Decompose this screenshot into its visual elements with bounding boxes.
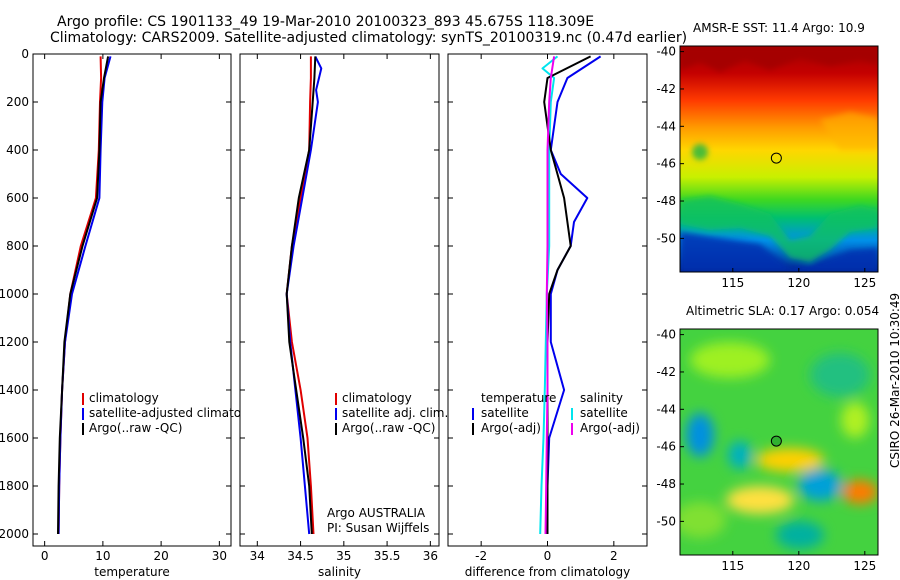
figure-title-line-1: Argo profile: CS 1901133_49 19-Mar-2010 …: [57, 14, 595, 30]
salinity-xtick-label: 35.5: [374, 549, 401, 563]
temperature-xtick-label: 20: [153, 549, 168, 563]
sst-map-float-marker: [770, 152, 782, 164]
salinity-axes-box: [239, 53, 440, 547]
sla-map-ytick-label: -42: [656, 365, 676, 379]
sla-map-xtick-label: 125: [853, 559, 876, 573]
sst-map-ytick-label: -44: [656, 119, 676, 133]
salinity-xtick-label: 34: [250, 549, 265, 563]
sla-map-float-marker: [770, 435, 782, 447]
sla-map-ytick-label: -46: [656, 440, 676, 454]
temperature-ytick-label: 1600: [0, 431, 29, 445]
sst-map-ytick-label: -40: [656, 45, 676, 59]
temperature-legend-label: climatology: [89, 391, 159, 405]
sla-map-xtick-label: 115: [721, 559, 744, 573]
sst-map-ytick-label: -46: [656, 157, 676, 171]
difference-xlabel: difference from climatology: [465, 565, 631, 579]
temperature-axes-box: [32, 53, 232, 547]
temperature-ytick-label: 0: [21, 47, 29, 61]
salinity-legend-label: satellite adj. clim.: [342, 406, 448, 420]
sst-map-xtick-label: 125: [853, 276, 876, 290]
temperature-xlabel: temperature: [94, 565, 169, 579]
difference-legend-label: salinity: [580, 391, 623, 405]
figure-title-line-2: Climatology: CARS2009. Satellite-adjuste…: [50, 30, 688, 46]
sla-map-ytick-label: -50: [656, 514, 676, 528]
sla-map-xtick-label: 120: [787, 559, 810, 573]
sla-map-ytick-label: -48: [656, 477, 676, 491]
salinity-annotation-line: Argo AUSTRALIA: [327, 506, 426, 520]
salinity-series-line: [285, 55, 323, 535]
sla-map-title: Altimetric SLA: 0.17 Argo: 0.054: [686, 304, 880, 318]
difference-legend-label: satellite: [580, 406, 628, 420]
temperature-xtick-label: 0: [41, 549, 49, 563]
temperature-legend-label: satellite-adjusted climatology: [89, 406, 267, 420]
sla-map-ytick-label: -44: [656, 402, 676, 416]
temperature-ytick-label: 200: [6, 95, 29, 109]
salinity-xtick-label: 34.5: [287, 549, 314, 563]
salinity-series-line: [285, 56, 317, 535]
difference-legend-label: Argo(-adj): [580, 421, 640, 435]
sst-map-xtick-label: 115: [721, 276, 744, 290]
salinity-xtick-label: 35: [336, 549, 351, 563]
temperature-legend-label: Argo(..raw -QC): [89, 421, 182, 435]
temperature-ytick-label: 1800: [0, 479, 29, 493]
temperature-series-line: [57, 56, 110, 535]
temperature-ytick-label: 800: [6, 239, 29, 253]
temperature-ytick-label: 1000: [0, 287, 29, 301]
temperature-ytick-label: 1400: [0, 383, 29, 397]
difference-series-line: [539, 55, 559, 535]
temperature-ytick-label: 400: [6, 143, 29, 157]
temperature-xtick-label: 30: [212, 549, 227, 563]
difference-legend-label: satellite: [481, 406, 529, 420]
difference-xtick-label: -2: [475, 549, 487, 563]
sla-map-ytick-label: -40: [656, 328, 676, 342]
temperature-xtick-label: 10: [95, 549, 110, 563]
sst-map-ytick-label: -50: [656, 231, 676, 245]
temperature-ytick-label: 2000: [0, 527, 29, 541]
sst-map-xtick-label: 120: [787, 276, 810, 290]
temperature-ytick-label: 600: [6, 191, 29, 205]
salinity-annotation-line: PI: Susan Wijffels: [327, 521, 429, 535]
sst-map-ytick-label: -48: [656, 194, 676, 208]
salinity-xtick-label: 36: [423, 549, 438, 563]
salinity-xlabel: salinity: [318, 565, 361, 579]
temperature-ytick-label: 1200: [0, 335, 29, 349]
sst-map-ytick-label: -42: [656, 82, 676, 96]
salinity-legend-label: Argo(..raw -QC): [342, 421, 435, 435]
difference-legend-label: Argo(-adj): [481, 421, 541, 435]
sla-map-axes-box: [679, 328, 879, 556]
difference-legend-label: temperature: [481, 391, 556, 405]
sst-heatmap: [680, 46, 878, 272]
difference-series-line: [544, 56, 556, 535]
sst-map-axes-box: [679, 45, 879, 273]
difference-xtick-label: 2: [610, 549, 618, 563]
salinity-legend-label: climatology: [342, 391, 412, 405]
sst-map-title: AMSR-E SST: 11.4 Argo: 10.9: [693, 21, 865, 35]
difference-xtick-label: 0: [544, 549, 552, 563]
